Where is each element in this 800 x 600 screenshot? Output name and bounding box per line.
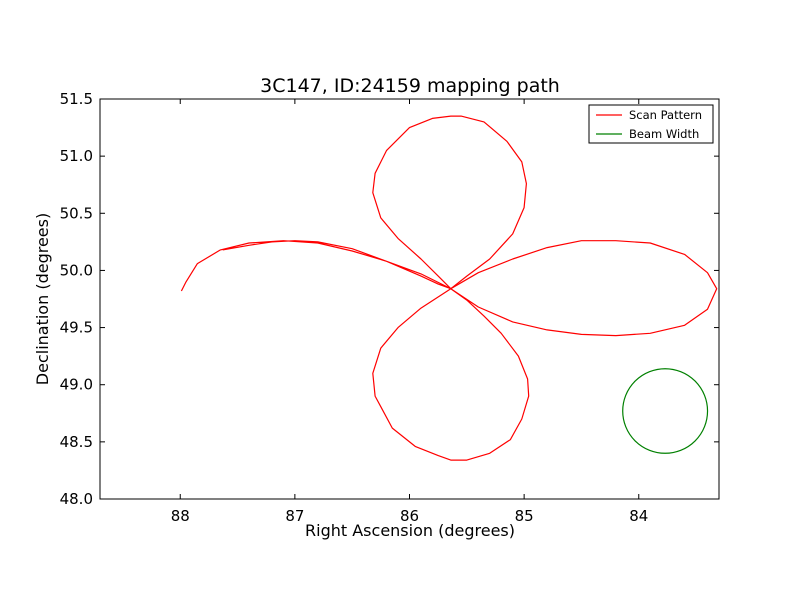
y-tick-label: 48.0 xyxy=(60,490,93,508)
y-tick-label: 51.5 xyxy=(60,90,93,108)
y-tick-label: 50.0 xyxy=(60,261,93,279)
legend-box xyxy=(588,104,714,144)
beam-width-circle xyxy=(622,368,709,454)
legend-label-beam-width: Beam Width xyxy=(629,127,699,141)
scan-pattern-line-1 xyxy=(372,115,528,290)
legend-label-scan-pattern: Scan Pattern xyxy=(629,108,702,122)
x-axis-label: Right Ascension (degrees) xyxy=(305,521,515,540)
axis-ticks: 88 87 86 85 84 48.0 48.5 49.0 49.5 50.0 50.5 51.0 51… xyxy=(60,90,719,525)
y-tick-label: 51.0 xyxy=(60,147,93,165)
y-tick-label: 50.5 xyxy=(60,204,93,222)
x-tick-label: 85 xyxy=(515,507,534,525)
series-layer xyxy=(180,115,718,461)
x-tick-label: 87 xyxy=(285,507,304,525)
scan-pattern-line-0 xyxy=(180,240,718,461)
y-tick-label: 48.5 xyxy=(60,433,93,451)
x-tick-label: 88 xyxy=(171,507,190,525)
y-tick-label: 49.5 xyxy=(60,319,93,337)
x-tick-label: 86 xyxy=(400,507,419,525)
x-tick-label: 84 xyxy=(629,507,648,525)
plot-area xyxy=(99,98,720,500)
chart-title: 3C147, ID:24159 mapping path xyxy=(260,75,560,97)
y-tick-label: 49.0 xyxy=(60,376,93,394)
y-axis-label: Declination (degrees) xyxy=(33,213,52,385)
legend: Scan Pattern Beam Width xyxy=(588,104,714,144)
